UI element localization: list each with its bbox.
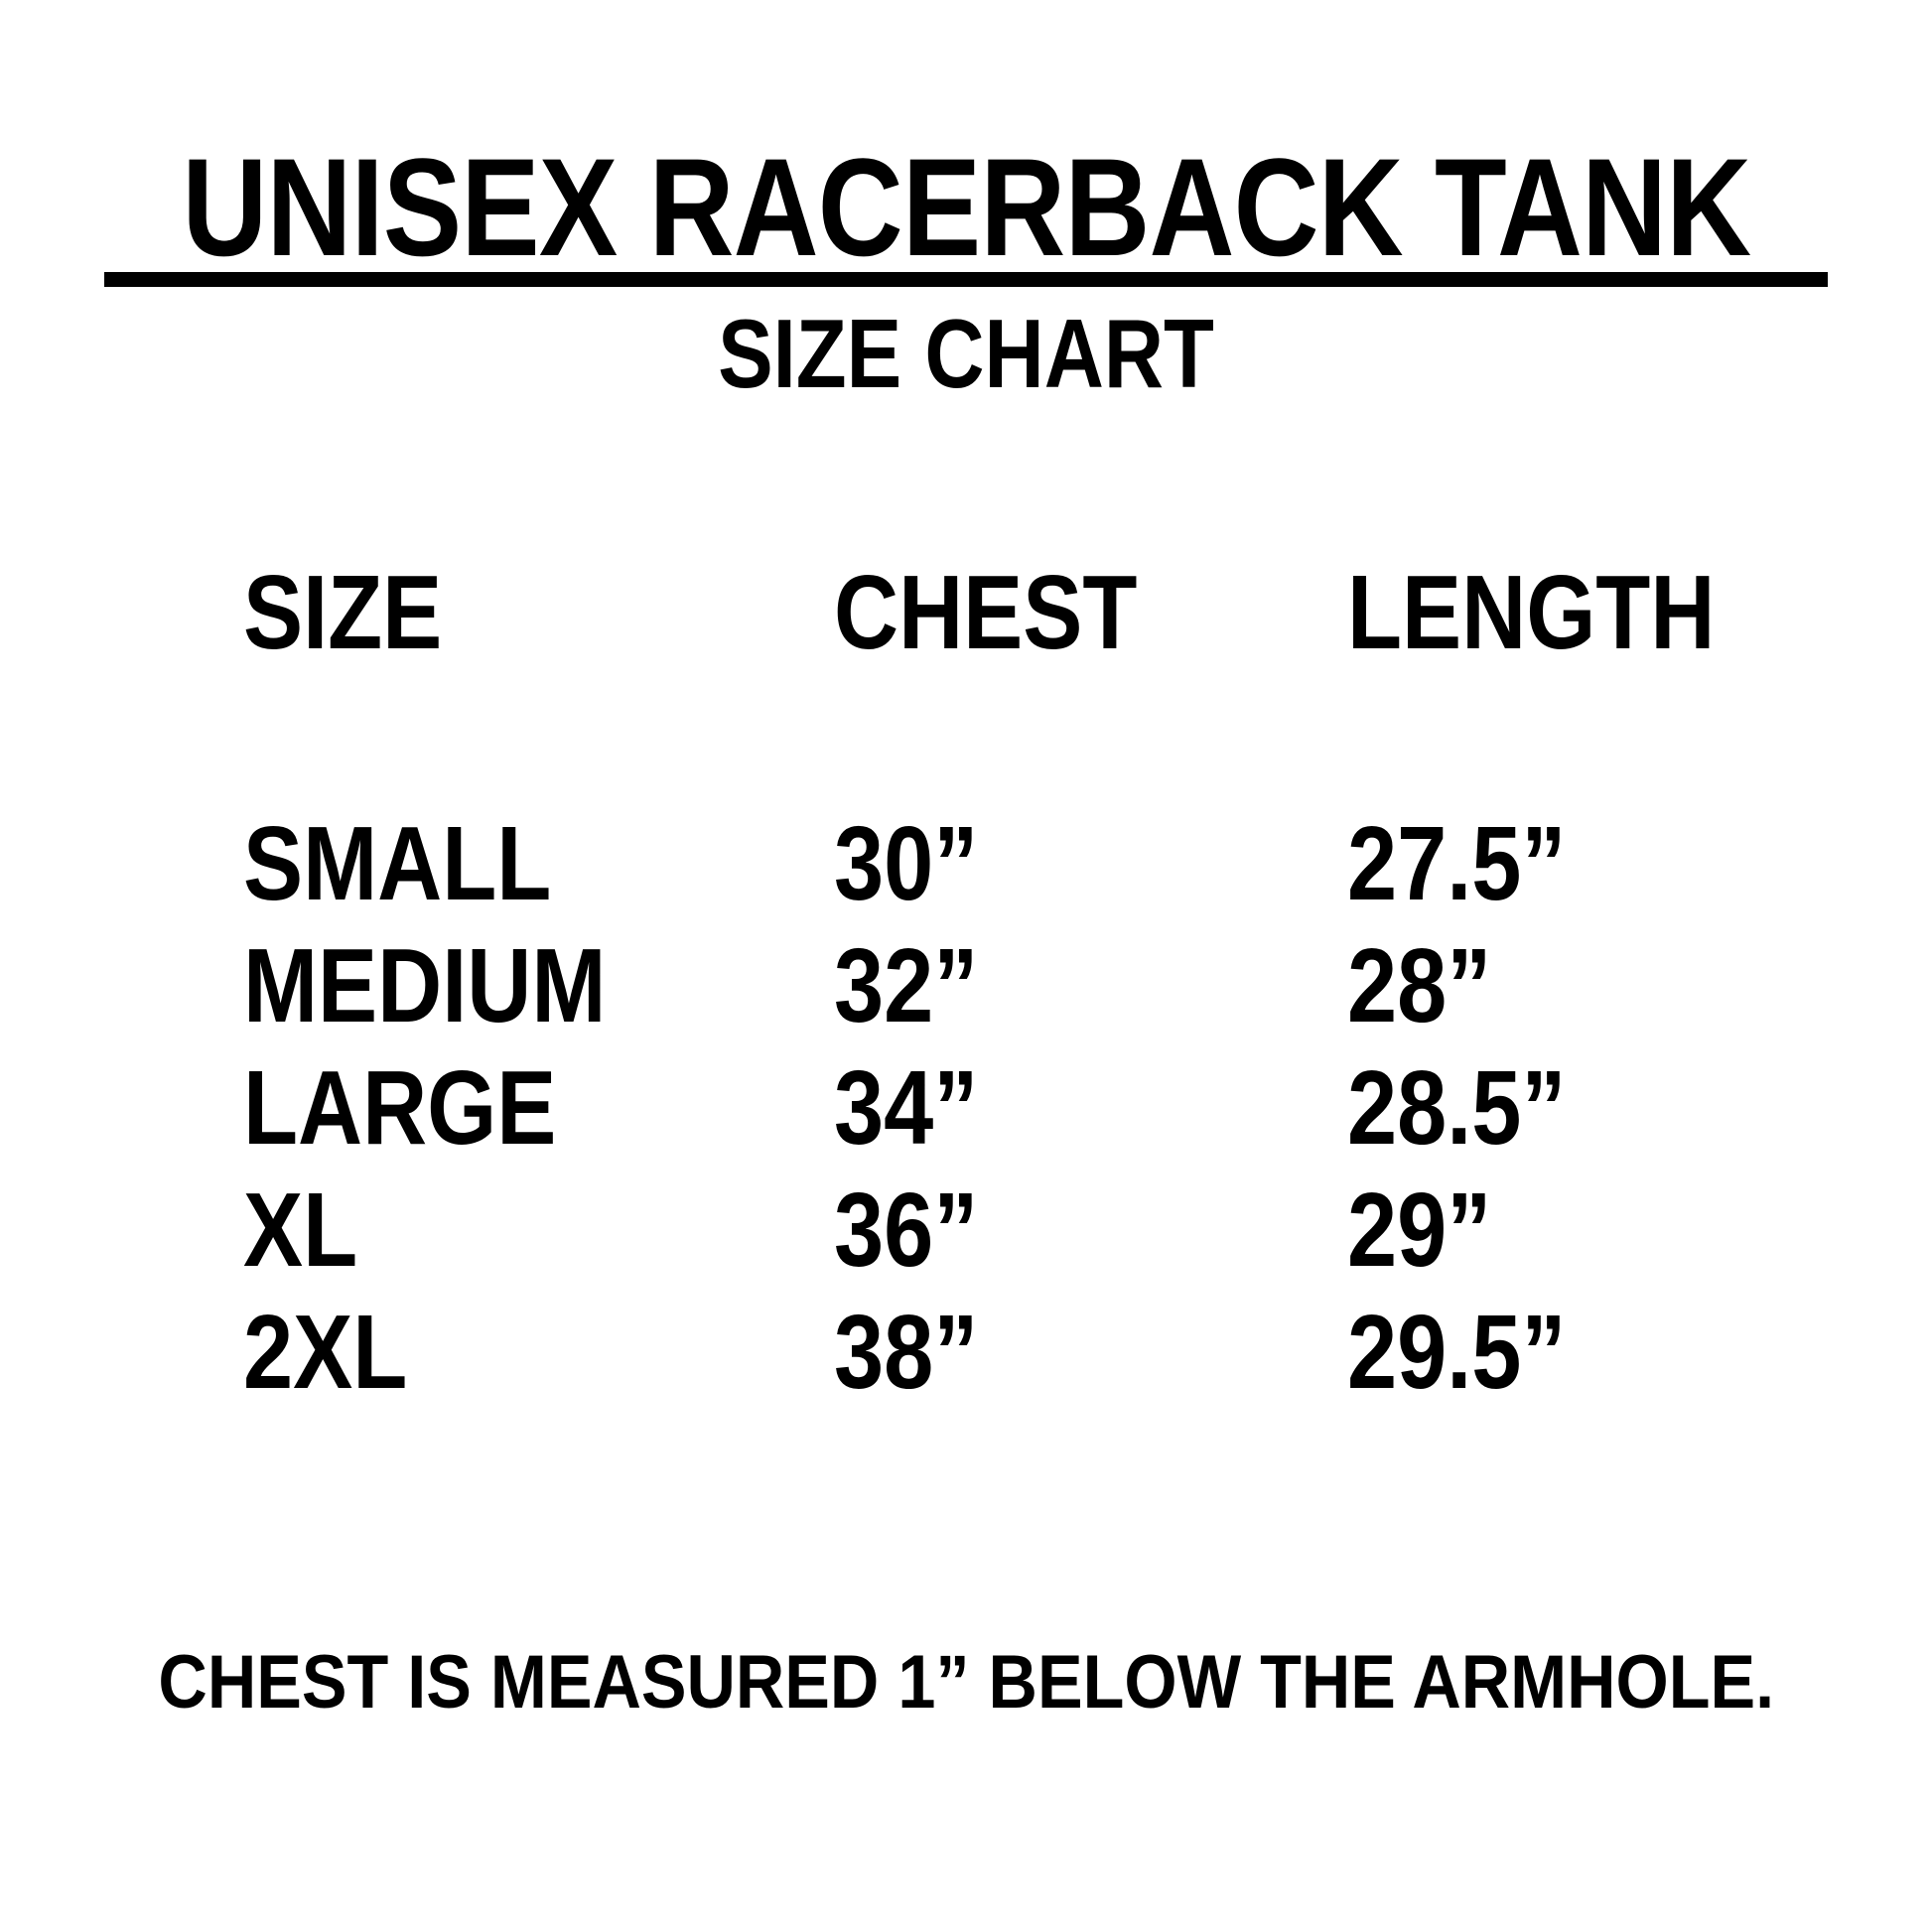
- chest-cell: 32”: [834, 925, 1347, 1047]
- table-row: MEDIUM 32” 28”: [243, 925, 1932, 1047]
- size-cell-text: SMALL: [243, 805, 552, 922]
- size-cell: XL: [243, 1170, 834, 1292]
- title-underline: [104, 272, 1828, 287]
- length-cell: 27.5”: [1347, 803, 1932, 925]
- column-header-size: SIZE: [243, 552, 834, 674]
- table-row: XL 36” 29”: [243, 1170, 1932, 1292]
- chest-cell-text: 34”: [834, 1049, 979, 1167]
- chest-cell-text: 38”: [834, 1294, 979, 1411]
- length-cell: 29.5”: [1347, 1292, 1932, 1414]
- chest-cell: 38”: [834, 1292, 1347, 1414]
- chest-cell-text: 32”: [834, 927, 979, 1044]
- length-cell-text: 29.5”: [1347, 1294, 1567, 1411]
- size-cell-text: XL: [243, 1172, 358, 1289]
- size-cell-text: LARGE: [243, 1049, 557, 1167]
- chest-cell-text: 36”: [834, 1172, 979, 1289]
- table-header-row: SIZE CHEST LENGTH: [243, 552, 1932, 674]
- page-subtitle: SIZE CHART: [0, 305, 1932, 402]
- table-row: 2XL 38” 29.5”: [243, 1292, 1932, 1414]
- column-header-chest-text: CHEST: [834, 554, 1138, 671]
- length-cell: 28”: [1347, 925, 1932, 1047]
- size-cell: SMALL: [243, 803, 834, 925]
- table-row: LARGE 34” 28.5”: [243, 1047, 1932, 1170]
- measurement-note: CHEST IS MEASURED 1” BELOW THE ARMHOLE.: [0, 1645, 1932, 1721]
- chest-cell: 36”: [834, 1170, 1347, 1292]
- length-cell: 28.5”: [1347, 1047, 1932, 1170]
- column-header-size-text: SIZE: [243, 554, 443, 671]
- length-cell-text: 28.5”: [1347, 1049, 1567, 1167]
- table-row: SMALL 30” 27.5”: [243, 803, 1932, 925]
- length-cell-text: 27.5”: [1347, 805, 1567, 922]
- size-cell: MEDIUM: [243, 925, 834, 1047]
- page-title-text: UNISEX RACERBACK TANK: [182, 129, 1751, 285]
- size-cell: LARGE: [243, 1047, 834, 1170]
- size-cell-text: MEDIUM: [243, 927, 607, 1044]
- chest-cell: 30”: [834, 803, 1347, 925]
- column-header-length-text: LENGTH: [1347, 554, 1716, 671]
- column-header-chest: CHEST: [834, 552, 1347, 674]
- chest-cell-text: 30”: [834, 805, 979, 922]
- size-table: SIZE CHEST LENGTH SMALL 30” 27.5” MEDIUM…: [0, 552, 1932, 1414]
- measurement-note-text: CHEST IS MEASURED 1” BELOW THE ARMHOLE.: [158, 1640, 1774, 1725]
- column-header-length: LENGTH: [1347, 552, 1932, 674]
- page-title: UNISEX RACERBACK TANK: [0, 138, 1932, 277]
- table-header-gap: [0, 674, 1932, 803]
- size-cell: 2XL: [243, 1292, 834, 1414]
- chest-cell: 34”: [834, 1047, 1347, 1170]
- length-cell: 29”: [1347, 1170, 1932, 1292]
- size-cell-text: 2XL: [243, 1294, 408, 1411]
- length-cell-text: 28”: [1347, 927, 1492, 1044]
- length-cell-text: 29”: [1347, 1172, 1492, 1289]
- page-subtitle-text: SIZE CHART: [718, 299, 1214, 408]
